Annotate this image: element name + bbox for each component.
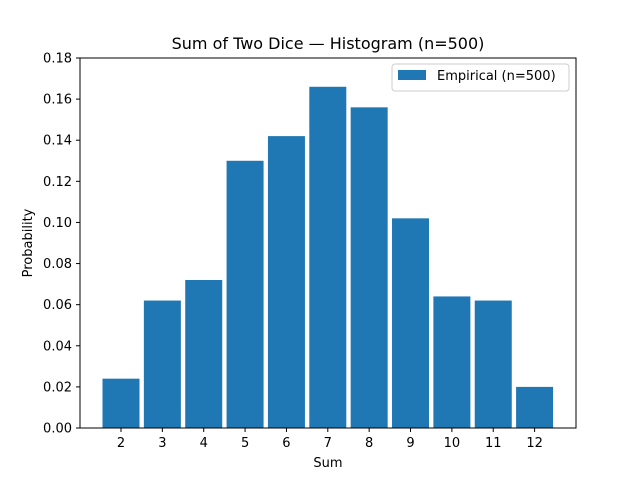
x-tick-label: 9 [406,436,414,451]
bar-5 [226,160,264,428]
x-tick-label: 6 [282,436,290,451]
bar-3 [143,300,181,428]
bar-7 [309,86,347,428]
bar-9 [392,218,430,428]
legend-label: Empirical (n=500) [437,69,556,84]
x-tick-label: 7 [324,436,332,451]
bar-11 [474,300,512,428]
legend-swatch [398,70,426,80]
y-tick-label: 0.02 [43,380,72,395]
y-tick-label: 0.06 [43,298,72,313]
bar-2 [102,378,140,428]
bars-group [102,86,554,429]
y-tick-label: 0.18 [43,52,72,67]
y-axis: 0.00 0.02 0.04 0.06 0.08 0.10 0.12 0.14 0.16 0.18 [43,52,80,437]
bar-4 [185,280,223,428]
x-axis: 2 3 4 5 6 7 8 9 10 11 12 [117,428,543,451]
y-tick-label: 0.04 [43,339,72,354]
y-tick-label: 0.14 [43,134,72,149]
y-axis-label: Probability [21,208,36,277]
x-tick-label: 10 [444,436,461,451]
y-tick-label: 0.10 [43,216,72,231]
y-tick-label: 0.00 [43,422,72,437]
x-tick-label: 5 [241,436,249,451]
y-tick-label: 0.16 [43,93,72,108]
x-axis-label: Sum [313,456,342,471]
bar-8 [350,107,388,428]
legend-box [391,63,570,92]
x-tick-label: 4 [200,436,208,451]
bar-12 [516,386,554,428]
y-tick-label: 0.08 [43,257,72,272]
x-tick-label: 2 [117,436,125,451]
bar-6 [267,136,305,429]
bar-10 [433,296,471,428]
y-tick-label: 0.12 [43,175,72,190]
x-tick-label: 12 [526,436,543,451]
chart-title: Sum of Two Dice — Histogram (n=500) [172,34,485,53]
x-tick-label: 8 [365,436,373,451]
x-tick-label: 3 [158,436,166,451]
legend: Empirical (n=500) [391,63,570,92]
x-tick-label: 11 [485,436,502,451]
